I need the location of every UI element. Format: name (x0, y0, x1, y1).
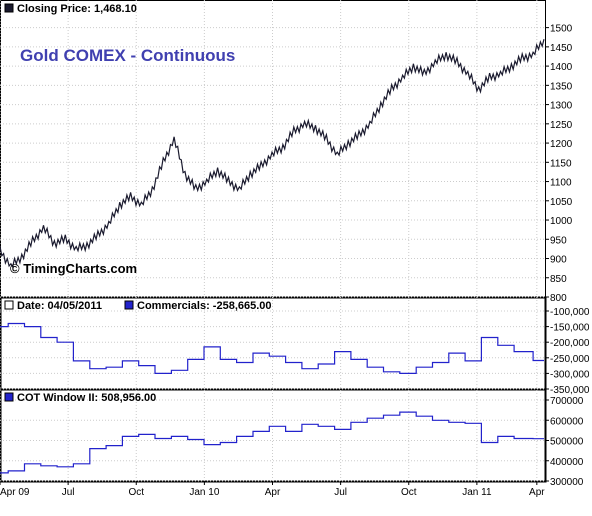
y-tick-label: -150,000 (550, 323, 590, 334)
x-tick-label: Oct (128, 487, 144, 498)
y-tick-label: 400000 (550, 457, 584, 468)
y-tick-label: -350,000 (550, 385, 590, 396)
y-tick-label: -300,000 (550, 369, 590, 380)
y-tick-label: -100,000 (550, 307, 590, 318)
y-tick-label: -200,000 (550, 338, 590, 349)
date-legend-swatch (4, 300, 14, 310)
y-tick-label: 1350 (550, 81, 573, 92)
series-lines (0, 39, 545, 474)
cot-header: COT Window II: 508,956.00 (17, 392, 156, 404)
y-tick-label: 800 (550, 293, 567, 304)
axis-ticks: 1500 1450 1400 1350 1300 1250 1200 1150 1100 1050… (0, 24, 590, 498)
x-tick-label: Apr (265, 487, 281, 498)
y-tick-label: 1000 (550, 216, 573, 227)
y-tick-label: 1200 (550, 139, 573, 150)
y-tick-label: 1300 (550, 101, 573, 112)
date-header: Date: 04/05/2011 (17, 300, 102, 312)
series-line-1 (0, 39, 545, 269)
y-tick-label: 1500 (550, 24, 573, 35)
x-tick-label: Apr (529, 487, 545, 498)
x-tick-label: Jul (62, 487, 75, 498)
commercials-legend-swatch (124, 300, 134, 310)
y-tick-label: 1400 (550, 62, 573, 73)
series-line-3 (0, 411, 544, 474)
x-tick-label: Jan 10 (189, 487, 219, 498)
cot-legend-swatch (4, 392, 14, 402)
x-tick-label: Jan 11 (462, 487, 492, 498)
watermark: © TimingCharts.com (10, 261, 137, 276)
y-tick-label: 950 (550, 235, 567, 246)
y-tick-label: 1250 (550, 120, 573, 131)
grid-lines (0, 0, 545, 482)
chart-title: Gold COMEX - Continuous (20, 46, 235, 65)
y-tick-label: -250,000 (550, 354, 590, 365)
price-header: Closing Price: 1,468.10 (17, 3, 137, 15)
series-line-2 (0, 322, 544, 374)
x-tick-label: Apr 09 (0, 487, 30, 498)
y-tick-label: 700000 (550, 396, 584, 407)
commercials-header: Commercials: -258,665.00 (137, 300, 272, 312)
y-tick-label: 1450 (550, 43, 573, 54)
x-tick-label: Oct (401, 487, 417, 498)
y-tick-label: 500000 (550, 437, 584, 448)
y-tick-label: 900 (550, 255, 567, 266)
y-tick-label: 600000 (550, 416, 584, 427)
y-tick-label: 850 (550, 274, 567, 285)
y-tick-label: 1050 (550, 197, 573, 208)
y-tick-label: 1100 (550, 178, 572, 189)
y-tick-label: 300000 (550, 477, 584, 488)
x-tick-label: Jul (334, 487, 347, 498)
y-tick-label: 1150 (550, 158, 572, 169)
price-legend-swatch (4, 3, 14, 13)
